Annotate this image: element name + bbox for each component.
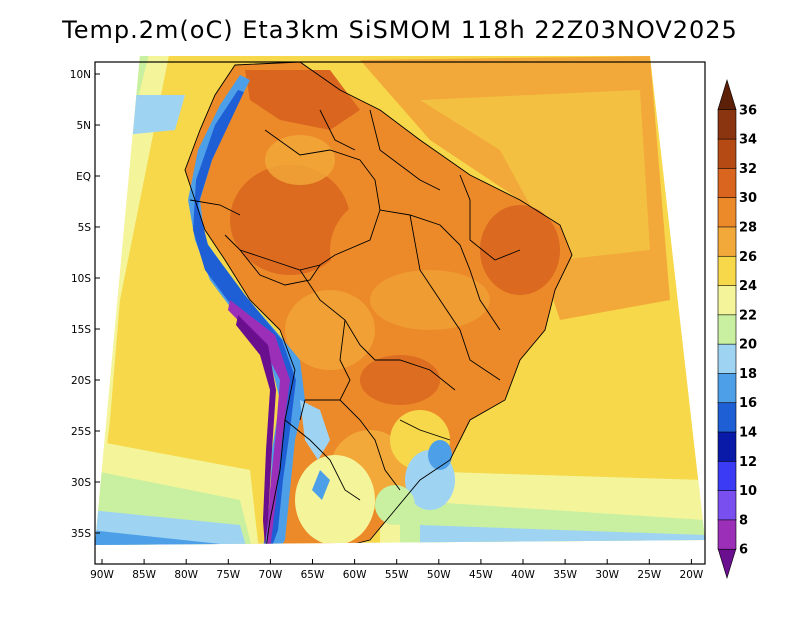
colorbar-label: 16 [739,396,757,411]
longitude-tick-label: 30W [595,569,619,581]
latitude-tick-label: 10N [70,69,91,81]
longitude-tick-label: 90W [90,569,114,581]
colorbar-segment [717,226,737,257]
longitude-tick-label: 75W [216,569,240,581]
colorbar-label: 34 [739,133,757,148]
colorbar-segment [717,519,737,550]
temperature-field [95,56,705,545]
longitude-tick-label: 55W [385,569,409,581]
colorbar-label: 26 [739,250,757,265]
longitude-tick-label: 80W [174,569,198,581]
latitude-tick-label: 15S [71,324,91,336]
colorbar-label: 24 [739,279,757,294]
colorbar-segment [717,460,737,491]
map-border [94,61,706,565]
colorbar-label: 22 [739,308,757,323]
latitude-tick-label: 20S [71,375,91,387]
colorbar-segment [717,138,737,169]
longitude-axis: 90W 85W 80W 75W 70W 65W 60W 55W 50W 45W 40W 35W 30W 2… [90,559,704,581]
latitude-axis: 10N 5N EQ 5S 10S 15S 20S 25S 30S 35S [70,69,100,540]
colorbar-segment [717,78,737,110]
colorbar-segment [717,401,737,433]
latitude-tick-label: 5S [78,222,92,234]
colorbar-segment [717,489,737,521]
colorbar: 6 8 10 12 14 16 18 20 22 24 26 28 30 32 34 36 [717,78,757,580]
colorbar-label: 32 [739,162,757,177]
colorbar-segment [717,284,737,316]
colorbar-segment [717,548,737,580]
colorbar-label: 36 [739,103,757,118]
longitude-tick-label: 40W [511,569,535,581]
longitude-tick-label: 65W [301,569,325,581]
latitude-tick-label: 35S [71,528,91,540]
colorbar-segment [717,372,737,404]
latitude-tick-label: 30S [71,477,91,489]
colorbar-label: 30 [739,191,757,206]
longitude-tick-label: 50W [427,569,451,581]
longitude-tick-label: 35W [553,569,577,581]
latitude-tick-label: 5N [76,120,91,132]
latitude-tick-label: 25S [71,426,91,438]
colorbar-label: 20 [739,338,757,353]
country-boundaries [184,61,573,545]
longitude-tick-label: 60W [343,569,367,581]
colorbar-segment [717,167,737,198]
longitude-tick-label: 45W [469,569,493,581]
colorbar-segment [717,431,737,462]
colorbar-label: 14 [739,426,757,441]
colorbar-segment [717,343,737,374]
colorbar-segment [717,108,737,140]
longitude-tick-label: 25W [637,569,661,581]
colorbar-segment [717,314,737,345]
longitude-tick-label: 70W [259,569,283,581]
colorbar-segment [717,255,737,286]
colorbar-segment [717,196,737,228]
colorbar-label: 6 [739,543,748,558]
latitude-tick-label: EQ [76,171,91,183]
longitude-tick-label: 85W [132,569,156,581]
colorbar-label: 12 [739,455,757,470]
map-title: Temp.2m(oC) Eta3km SiSMOM 118h 22Z03NOV2… [62,16,738,44]
longitude-tick-label: 20W [680,569,704,581]
latitude-tick-label: 10S [71,273,91,285]
colorbar-label: 8 [739,513,748,528]
colorbar-label: 18 [739,367,757,382]
colorbar-label: 10 [739,484,757,499]
colorbar-label: 28 [739,220,757,235]
